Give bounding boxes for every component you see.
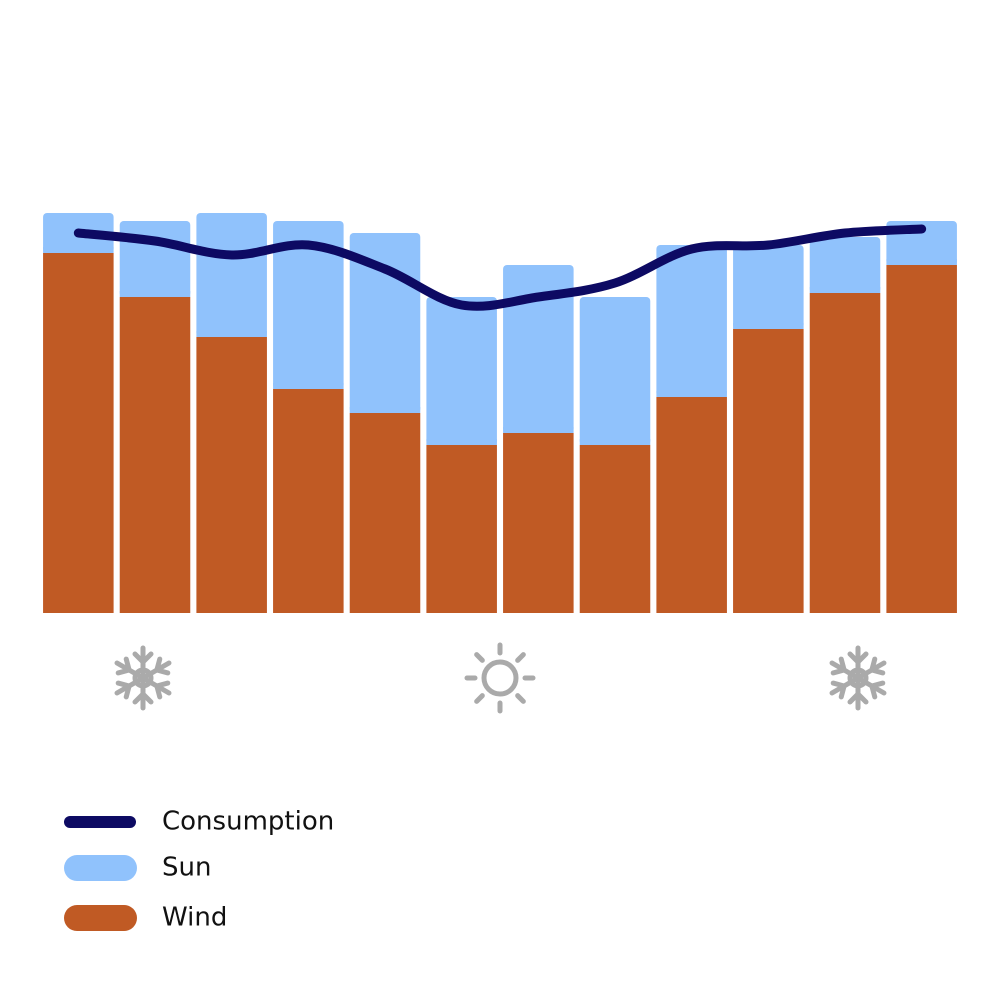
bar-corner-fill [426,439,497,445]
bar-segment [273,389,344,613]
bar-segment [273,221,344,389]
bar-corner-fill [809,287,881,293]
bar-corner-fill [656,391,727,397]
bar-segment [579,297,651,445]
bar-segment [809,293,881,613]
bar-corner-fill [886,259,957,265]
bar-segment [733,329,804,613]
sun-icon [467,642,533,711]
snowflake-icon [113,645,173,708]
legend-label: Wind [162,903,227,933]
bar-corner-fill [503,427,574,433]
bar-segment [809,237,881,293]
bar-segment [656,397,727,613]
bar-corner-fill [119,291,191,297]
bar-corner-fill [579,439,651,445]
bar-corner-fill [196,331,267,337]
bar-segment [733,245,804,329]
bar-segment [119,297,191,613]
bar-segment [886,265,957,613]
snowflake-icon [828,648,888,708]
bar-segment [579,445,651,613]
bar-corner-fill [273,383,344,389]
bar-segment [43,253,114,613]
bar-corner-fill [43,247,114,253]
bar-segment [426,445,497,613]
bar-segment [196,337,267,613]
plot-area [43,213,957,613]
bar-segment [196,213,267,337]
bar-segment [426,297,497,445]
bar-segment [119,221,191,297]
bar-segment [349,413,421,613]
bar-corner-fill [733,323,804,329]
legend: Consumption Sun Wind [64,807,334,933]
legend-label: Consumption [162,807,334,837]
legend-swatch [64,905,137,931]
bar-segment [503,265,574,433]
legend-swatch [64,855,137,881]
consumption-line [73,224,927,311]
bar-corner-fill [349,407,421,413]
bar-segment [503,433,574,613]
legend-label: Sun [162,853,211,883]
bar-segment [656,245,727,397]
